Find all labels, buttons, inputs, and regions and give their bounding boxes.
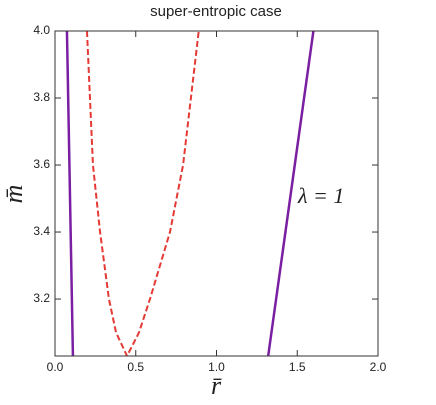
plot-frame: [54, 30, 379, 357]
y-tick-label: 3.2: [33, 291, 50, 305]
y-axis-label: m̄: [0, 185, 28, 204]
line: [65, 31, 75, 356]
x-tick-label: 2.0: [370, 360, 387, 374]
annotation: λ = 1: [297, 183, 344, 208]
x-tick-label: 0.5: [127, 360, 144, 374]
x-axis-label: r̄: [211, 371, 222, 400]
y-tick-label: 3.6: [33, 157, 50, 171]
y-tick-label: 4.0: [33, 23, 50, 37]
x-tick-label: 1.0: [208, 360, 225, 374]
y-tick-label: 3.8: [33, 90, 50, 104]
line: [85, 31, 200, 356]
line: [266, 31, 315, 356]
x-tick-label: 0.0: [47, 360, 64, 374]
y-tick-label: 3.4: [33, 224, 50, 238]
chart-title: super-entropic case: [150, 3, 282, 20]
x-tick-label: 1.5: [289, 360, 306, 374]
